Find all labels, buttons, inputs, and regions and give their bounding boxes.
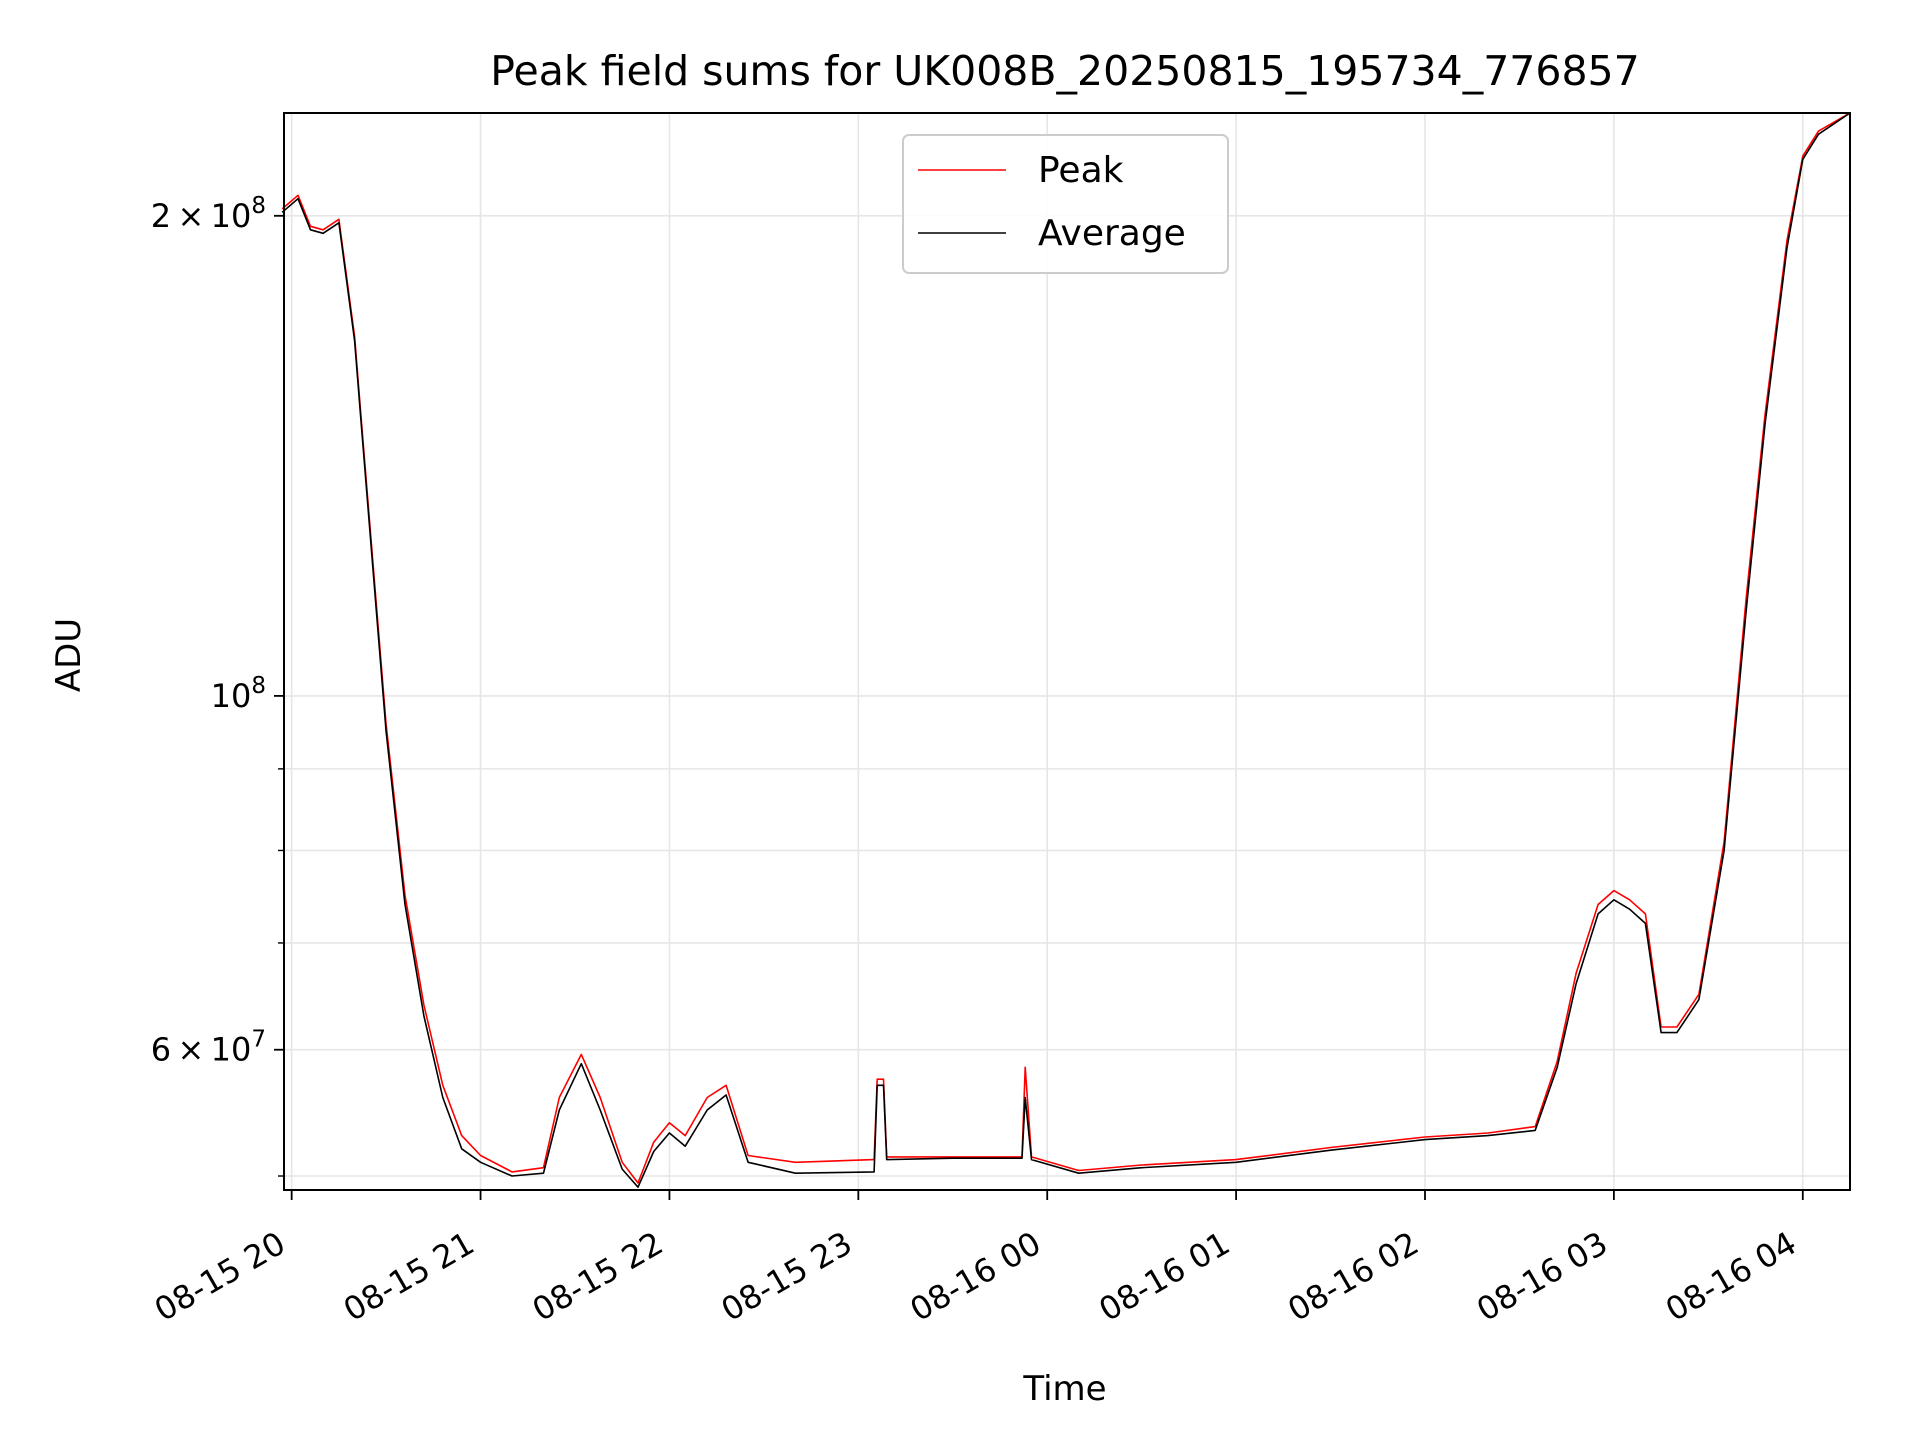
y-axis-title: ADU: [49, 618, 89, 692]
plot-frame: [283, 112, 1851, 1191]
y-tick-label: 6 × 107: [151, 1027, 266, 1069]
chart-title: Peak field sums for UK008B_20250815_1957…: [490, 47, 1639, 95]
series-line-peak: [281, 112, 1851, 1184]
series-line-average: [281, 112, 1851, 1188]
series-layer: [281, 112, 1851, 1188]
legend-label-peak: Peak: [1038, 150, 1124, 191]
y-tick-label: 108: [211, 673, 266, 715]
x-axis-title: Time: [1022, 1369, 1106, 1409]
y-tick-label: 2 × 108: [151, 193, 266, 235]
legend: Peak Average: [902, 134, 1229, 274]
legend-label-average: Average: [1038, 213, 1186, 254]
